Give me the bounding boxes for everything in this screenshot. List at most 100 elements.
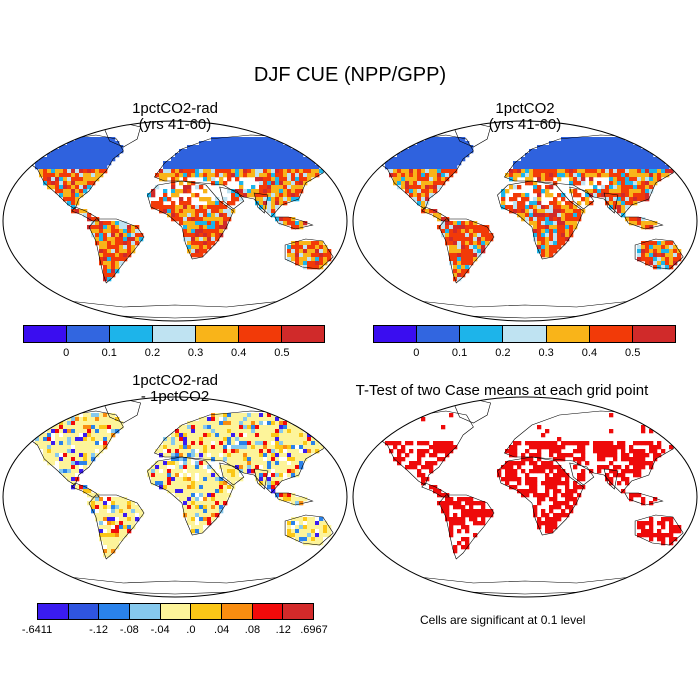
- coastline-indonesia: [624, 492, 664, 506]
- colorbar2-tick-label: 0.2: [495, 347, 511, 359]
- map-panel-difference-cells: [35, 413, 332, 558]
- coastline-arabia: [569, 186, 595, 210]
- map-panel-ttest-cells: [385, 413, 682, 554]
- colorbar1-swatch: [67, 326, 110, 342]
- coastline-southAmerica: [88, 494, 145, 560]
- colorbar2-swatch: [417, 326, 461, 342]
- colorbar1-tick-label: 0.4: [231, 347, 247, 359]
- coastline-australia: [284, 238, 334, 270]
- colorbar2-swatch: [460, 326, 504, 342]
- colorbar3-swatch: [68, 604, 100, 619]
- colorbar1-tick-label: 0: [63, 347, 70, 359]
- colorbar3-tick-label: -.12: [89, 624, 109, 636]
- colorbar1-swatch: [196, 326, 239, 342]
- colorbar2-swatch: [632, 326, 675, 342]
- panel2-title-line2: (yrs 41-60): [488, 116, 562, 133]
- colorbar1-tick-label: 0.3: [187, 347, 204, 359]
- colorbar3-tick-label: .0: [186, 624, 196, 636]
- map-panel-1pctco2-border: [352, 120, 698, 322]
- coastline-indonesia: [274, 216, 314, 230]
- colorbar3-swatch: [99, 604, 131, 619]
- coastline-arabia: [569, 462, 595, 486]
- coastline-southAmerica: [88, 218, 145, 284]
- colorbar1-swatch: [153, 326, 196, 342]
- coastline-antarctica: [68, 576, 282, 595]
- coastline-northAmerica: [366, 134, 474, 210]
- colorbar-panel2: [373, 325, 676, 343]
- colorbar3-swatch: [191, 604, 223, 619]
- coastline-centralAmerica: [421, 206, 450, 222]
- colorbar3-swatch: [252, 604, 284, 619]
- significance-note: Cells are significant at 0.1 level: [420, 613, 586, 627]
- panel2-title-line1: 1pctCO2: [495, 100, 555, 117]
- colorbar3-tick-label: .12: [275, 624, 291, 636]
- coastline-india: [253, 192, 269, 214]
- colorbar1-swatch: [110, 326, 153, 342]
- coastline-southAmerica: [438, 494, 495, 560]
- colorbar3-swatch: [222, 604, 253, 619]
- coastline-india: [603, 192, 619, 214]
- coastline-centralAmerica: [71, 206, 100, 222]
- colorbar1-tick-label: 0.1: [101, 347, 117, 359]
- coastline-northAmerica: [16, 134, 124, 210]
- map-panel-1pctco2-rad-content: [16, 122, 334, 319]
- colorbar3-swatch: [38, 604, 69, 619]
- colorbar3-swatch: [283, 604, 314, 619]
- map-panel-1pctco2-rad-border: [2, 120, 348, 322]
- colorbar3-tick-label: -.04: [150, 624, 170, 636]
- colorbar3-tick-label: -.6411: [21, 624, 53, 636]
- colorbar1-swatch: [239, 326, 282, 342]
- coastline-eurasia: [503, 410, 684, 494]
- colorbar3-swatch: [130, 604, 161, 619]
- coastline-indonesia: [624, 216, 664, 230]
- colorbar2-tick-label: 0.5: [625, 347, 641, 359]
- panel1-title-line1: 1pctCO2-rad: [132, 100, 218, 117]
- map-panel-1pctco2-content: [366, 122, 684, 319]
- colorbar2-tick-label: 0.1: [451, 347, 468, 359]
- panel1-title-line2: (yrs 41-60): [138, 116, 212, 133]
- colorbar1-tick-label: 0.2: [144, 347, 161, 359]
- coastline-southAmerica: [438, 218, 495, 284]
- coastline-australia: [634, 514, 684, 546]
- colorbar3-tick-label: .04: [214, 624, 230, 636]
- coastline-africa: [147, 456, 234, 536]
- colorbar2-swatch: [546, 326, 590, 342]
- colorbar2-tick-label: 0.3: [538, 347, 554, 359]
- coastline-india: [253, 468, 269, 490]
- coastline-eurasia: [153, 410, 334, 494]
- colorbar-panel1: [23, 325, 325, 343]
- colorbar3-tick-label: .08: [244, 624, 261, 636]
- coastline-africa: [497, 180, 584, 260]
- coastline-centralAmerica: [421, 482, 450, 498]
- coastline-india: [603, 468, 619, 490]
- colorbar3-swatch: [160, 604, 192, 619]
- map-panel-1pctco2-rad-cells: [35, 137, 332, 282]
- panel3-title-line1: 1pctCO2-rad: [132, 372, 218, 389]
- coastline-arabia: [219, 462, 245, 486]
- colorbar2-swatch: [503, 326, 547, 342]
- figure-title: DJF CUE (NPP/GPP): [253, 64, 447, 86]
- coastline-australia: [284, 514, 334, 546]
- map-panel-difference-border: [2, 396, 348, 598]
- colorbar2-tick-label: 0.4: [581, 347, 598, 359]
- colorbar3-tick-label: .6967: [300, 624, 328, 636]
- colorbar1-swatch: [282, 326, 324, 342]
- colorbar2-swatch: [374, 326, 418, 342]
- map-panel-1pctco2-coastlines: [366, 122, 684, 319]
- coastline-africa: [497, 456, 584, 536]
- coastline-antarctica: [418, 300, 632, 319]
- colorbar1-tick-label: 0.5: [274, 347, 290, 359]
- coastline-northAmerica: [366, 410, 474, 486]
- coastline-arabia: [219, 186, 245, 210]
- panel4-title: T-Test of two Case means at each grid po…: [355, 382, 649, 399]
- colorbar2-tick-label: 0: [413, 347, 420, 359]
- coastline-eurasia: [153, 134, 334, 218]
- coastline-indonesia: [274, 492, 314, 506]
- map-panel-difference-content: [16, 398, 334, 595]
- coastline-africa: [147, 180, 234, 260]
- colorbar-panel3: [37, 603, 314, 620]
- coastline-antarctica: [68, 300, 282, 319]
- colorbar2-swatch: [589, 326, 633, 342]
- map-panel-ttest-content: [366, 398, 684, 595]
